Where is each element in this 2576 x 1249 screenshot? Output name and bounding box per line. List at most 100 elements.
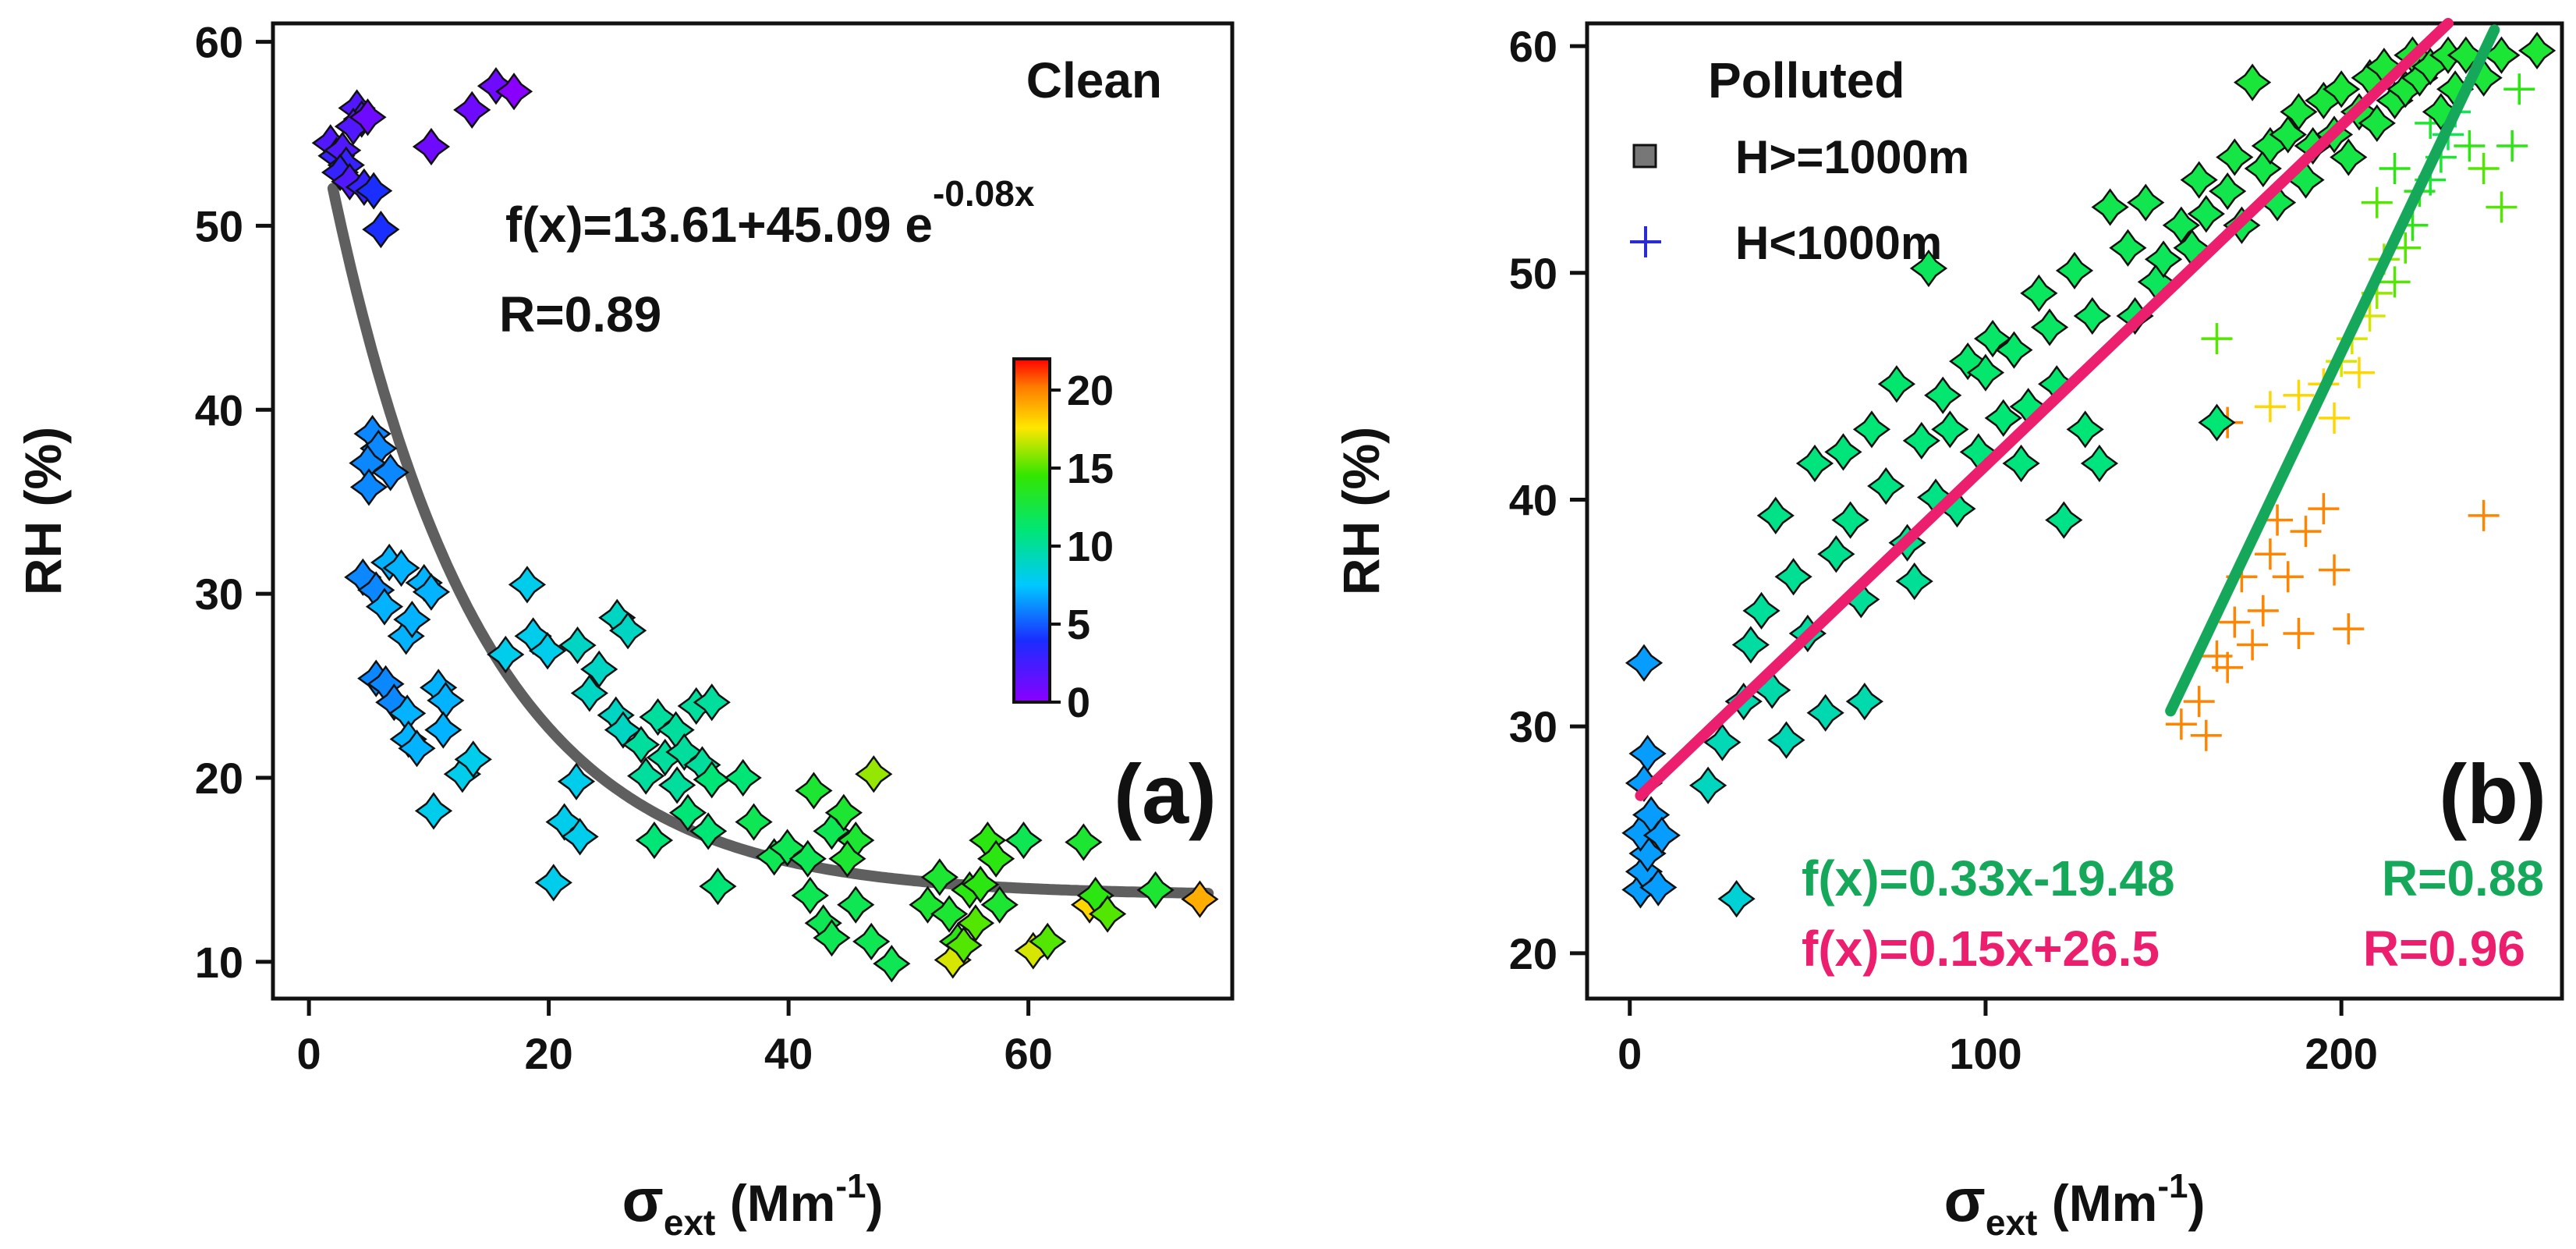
panel-b-point-low	[2379, 266, 2411, 298]
panel-b-point-high	[2518, 31, 2557, 70]
legend-item-low: H<1000m	[1630, 217, 1942, 269]
panel-a-point	[393, 601, 431, 639]
panel-a-point	[412, 573, 451, 611]
panel-a-point	[658, 766, 696, 804]
panel-a-point	[852, 922, 891, 961]
panel-b-point-high	[1717, 879, 1756, 918]
panel-a-point	[909, 885, 947, 924]
panel-a-ytick-label: 30	[195, 570, 243, 619]
panel-a-point	[494, 73, 533, 111]
panel-a-panel-label: (a)	[1114, 747, 1217, 841]
panel-b-point-high	[1731, 626, 1770, 664]
panel-b-point-high	[1824, 433, 1862, 471]
panel-b-point-low	[2379, 153, 2411, 185]
panel-b-point-high	[1909, 249, 1948, 288]
panel-a-point	[412, 127, 451, 166]
panel-a-point	[1136, 871, 1175, 909]
panel-b-point-low	[2361, 186, 2393, 218]
colorbar-tick-label: 0	[1067, 679, 1090, 726]
legend-marker-low	[1630, 226, 1661, 257]
panel-a-point	[627, 757, 665, 795]
panel-b-ytick-label: 20	[1509, 929, 1557, 978]
panel-a-point	[487, 635, 525, 674]
panel-a-point	[828, 839, 866, 878]
panel-a-point	[557, 762, 596, 800]
panel-a-point	[355, 172, 393, 210]
panel-a-point	[693, 761, 731, 799]
panel-b-point-low	[2454, 130, 2486, 161]
panel-a-point	[424, 711, 462, 749]
panel-a-point	[961, 865, 1000, 903]
panel-a-ytick-label: 60	[195, 18, 243, 67]
panel-b-point-high	[2002, 444, 2040, 483]
panel-b-fit-line-green	[2165, 24, 2500, 717]
panel-b-point-high	[1742, 591, 1781, 630]
panel-a-point	[768, 829, 806, 867]
panel-b-xtick-label: 200	[2305, 1029, 2377, 1078]
panel-b-fit-label-pink: f(x)=0.15x+26.5	[1802, 921, 2160, 977]
panel-a-point	[477, 67, 516, 105]
panel-a-point	[837, 885, 875, 924]
panel-a-point	[956, 904, 995, 942]
panel-b-point-high	[2091, 188, 2129, 226]
panel-b-point-high	[1852, 410, 1891, 449]
panel-b-plot-area	[1585, 21, 2564, 1001]
panel-a-ylabel: RH (%)	[14, 427, 72, 595]
panel-b-point-low	[2486, 191, 2518, 223]
panel-b-point-high	[1756, 496, 1795, 534]
panel-a-point	[344, 558, 382, 597]
panel-b-ticks: 0 100 200 20 30 40 50 60	[1509, 22, 2378, 1078]
panel-a-plot-area	[271, 21, 1235, 1001]
panel-b-point-low	[2283, 379, 2315, 411]
panel-b-point-high	[1639, 868, 1678, 907]
panel-b-point-high	[2020, 274, 2058, 313]
panel-b-point-high	[2055, 251, 2094, 289]
panel-b-point-low	[2254, 391, 2286, 423]
panel-a-point	[622, 726, 661, 764]
panel-a-point	[349, 98, 387, 137]
panel-b-xtick-label: 0	[1618, 1029, 1642, 1078]
panel-b-point-high	[1973, 319, 2012, 358]
panel-b-point-high	[2198, 403, 2236, 442]
panel-b-point-high	[2422, 93, 2461, 131]
panel-a-point	[735, 803, 773, 841]
panel-b-point-high	[1767, 721, 1805, 759]
panel-b-point-high	[2216, 138, 2254, 176]
panel-a-point	[699, 867, 737, 906]
panel-a-point	[795, 772, 833, 810]
panel-b-point-high	[2358, 104, 2396, 143]
panel-a-ytick-label: 40	[195, 385, 243, 435]
panel-b-point-low	[2308, 493, 2340, 525]
panel-b-point-high	[2447, 36, 2485, 74]
panel-b-point-low	[2272, 561, 2304, 593]
panel-b-point-low	[2468, 153, 2500, 185]
panel-b-point-high	[2280, 93, 2318, 131]
panel-b-point-high	[1924, 376, 1962, 414]
panel-a-point	[689, 812, 728, 850]
panel-b-point-high	[1628, 734, 1667, 773]
panel-a-ytick-label: 50	[195, 201, 243, 250]
panel-b-point-high	[1931, 410, 1969, 449]
panel-b-point-high	[2080, 444, 2119, 483]
panel-b-point-low	[2503, 73, 2535, 105]
colorbar-tick-label: 5	[1067, 601, 1090, 648]
panel-b-point-low	[2165, 708, 2197, 740]
panel-b-ytick-label: 30	[1509, 702, 1557, 751]
panel-b-xtick-label: 100	[1949, 1029, 2021, 1078]
colorbar-tick-label: 20	[1067, 367, 1114, 414]
panel-b-point-high	[2180, 161, 2218, 199]
panel-b-point-low	[2212, 651, 2244, 683]
panel-b-point-low	[2319, 554, 2351, 586]
panel-a-point	[944, 926, 983, 964]
panel-b-ytick-label: 40	[1509, 475, 1557, 524]
colorbar	[1012, 357, 1051, 704]
panel-a-point	[1181, 880, 1219, 918]
panel-b-point-low	[2343, 357, 2375, 389]
panel-a-point	[668, 793, 707, 832]
panel-b-xlabel: σext (Mm-1)	[1944, 1166, 2206, 1243]
panel-b-point-low	[2283, 617, 2315, 649]
panel-a-point	[813, 919, 851, 957]
panel-a-point	[791, 876, 829, 915]
panel-a-point	[534, 864, 572, 902]
panel-a-point	[824, 793, 863, 832]
